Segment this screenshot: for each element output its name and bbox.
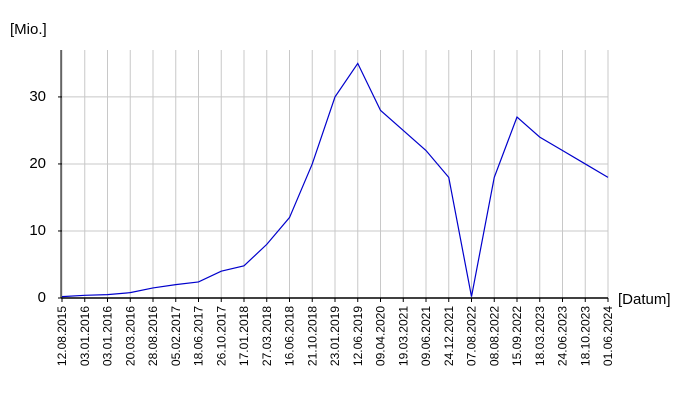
data-line: [61, 62, 609, 298]
y-tick-label: 0: [38, 289, 46, 306]
x-tick-label: 24.12.2021: [442, 306, 456, 366]
x-tick-label: 19.03.2021: [396, 306, 410, 366]
x-axis-label: [Datum]: [618, 291, 671, 308]
x-tick-label: 27.03.2018: [260, 306, 274, 366]
x-tick-label: 08.08.2022: [487, 306, 501, 366]
x-tick-label: 05.02.2017: [169, 306, 183, 366]
x-tick-label: 03.01.2016: [101, 306, 115, 366]
x-tick-label: 26.10.2017: [214, 306, 228, 366]
x-tick-label: 07.08.2022: [465, 306, 479, 366]
x-tick-label: 18.10.2023: [578, 306, 592, 366]
y-tick-label: 10: [29, 222, 46, 239]
x-tick-label: 01.06.2024: [601, 306, 615, 366]
x-tick-label: 18.03.2023: [533, 306, 547, 366]
x-tick-label: 24.06.2023: [556, 306, 570, 366]
x-tick-label: 09.06.2021: [419, 306, 433, 366]
y-tick-label: 30: [29, 88, 46, 105]
x-tick-label: 12.08.2015: [55, 306, 69, 366]
x-tick-label: 17.01.2018: [237, 306, 251, 366]
x-tick-label: 16.06.2018: [283, 306, 297, 366]
y-tick-label: 20: [29, 155, 46, 172]
x-tick-label: 20.03.2016: [123, 306, 137, 366]
x-tick-label: 03.01.2016: [78, 306, 92, 366]
x-tick-label: 18.06.2017: [192, 306, 206, 366]
x-tick-label: 15.09.2022: [510, 306, 524, 366]
x-tick-label: 28.08.2016: [146, 306, 160, 366]
x-tick-label: 09.04.2020: [374, 306, 388, 366]
x-tick-label: 21.10.2018: [305, 306, 319, 366]
y-axis-label: [Mio.]: [10, 21, 47, 38]
x-tick-label: 23.01.2019: [328, 306, 342, 366]
x-tick-label: 12.06.2019: [351, 306, 365, 366]
